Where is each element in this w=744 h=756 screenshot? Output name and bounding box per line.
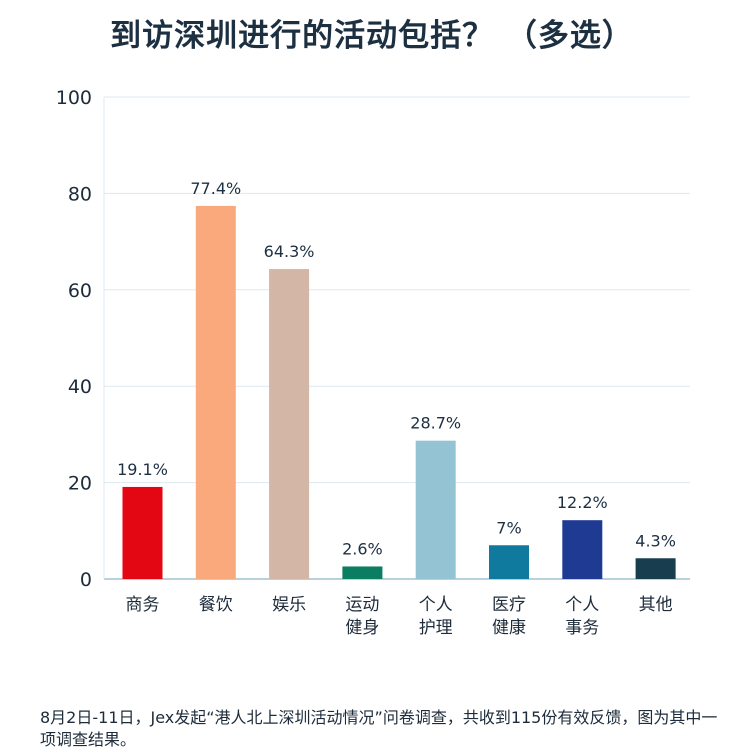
data-label: 28.7% [410,414,461,433]
x-tick-label: 事务 [565,618,599,638]
x-tick-label: 娱乐 [272,595,306,615]
x-tick-label: 个人 [419,595,453,615]
y-tick-label: 80 [68,183,92,205]
footnote: 8月2日-11日，Jex发起“港人北上深圳活动情况”问卷调查，共收到115份有效… [40,708,718,749]
value-labels: 19.1% 77.4% 64.3% 2.6% 28.7% 7% 12.2% 4.3% [117,179,676,559]
data-label: 12.2% [557,493,608,512]
x-tick-label: 健身 [345,618,379,638]
data-label: 64.3% [264,242,315,261]
x-tick-label: 商务 [126,595,160,615]
bar [269,269,310,579]
bars [122,205,676,579]
bar [342,566,383,579]
bar [635,558,676,579]
data-label: 19.1% [117,460,168,479]
x-tick-label: 健康 [492,618,526,638]
x-tick-label: 餐饮 [199,595,233,615]
data-label: 7% [496,518,521,537]
x-tick-label: 其他 [639,595,673,615]
x-tick-label: 医疗 [492,595,526,615]
y-axis-ticks: 0 20 40 60 80 100 [56,87,92,591]
bar [562,520,603,579]
x-tick-label: 护理 [419,618,453,638]
data-label: 77.4% [190,179,241,198]
bar [415,440,456,579]
bar [489,545,529,579]
y-tick-label: 20 [68,473,92,495]
x-tick-label: 个人 [565,595,599,615]
y-tick-label: 60 [68,280,92,302]
bar [195,205,236,579]
y-tick-label: 40 [68,376,92,398]
y-tick-label: 0 [80,569,92,591]
data-label: 4.3% [635,531,676,550]
data-label: 2.6% [342,539,383,558]
bar [122,486,163,579]
x-tick-label: 运动 [345,595,379,615]
chart-title: 到访深圳进行的活动包括？ （多选） [110,18,634,54]
y-tick-label: 100 [56,87,92,109]
